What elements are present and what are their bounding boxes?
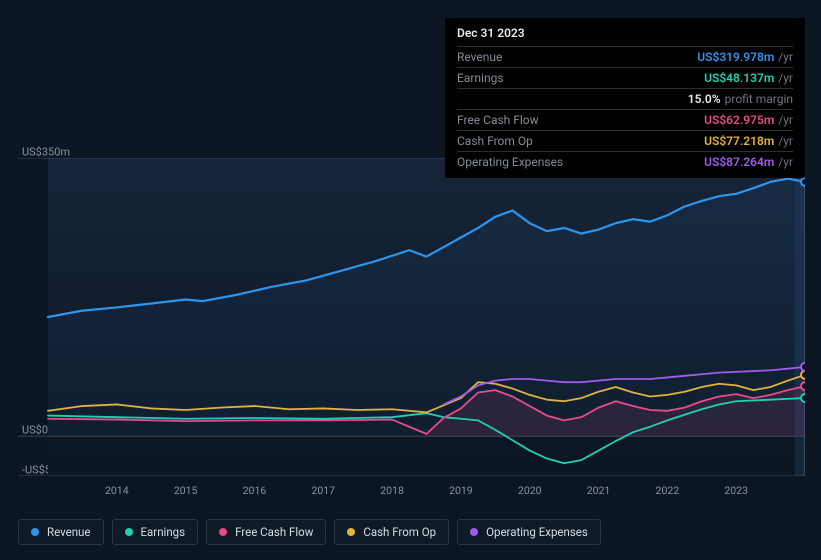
legend-swatch-icon	[125, 528, 133, 536]
tooltip-row: Revenue US$319.978m/yr	[457, 46, 793, 67]
x-axis-label: 2015	[174, 484, 198, 497]
x-axis-label: 2023	[724, 484, 748, 497]
chart-legend: Revenue Earnings Free Cash Flow Cash From O…	[18, 519, 601, 545]
legend-swatch-icon	[470, 528, 478, 536]
tooltip-row-label: Cash From Op	[457, 134, 533, 148]
x-axis-label: 2016	[243, 484, 267, 497]
x-axis-label: 2022	[656, 484, 680, 497]
legend-label: Earnings	[141, 525, 186, 539]
x-axis-label: 2019	[449, 484, 473, 497]
tooltip-row: 15.0%profit margin	[457, 88, 793, 109]
legend-item-fcf[interactable]: Free Cash Flow	[206, 519, 326, 545]
tooltip-row-value: US$77.218m/yr	[704, 134, 793, 148]
tooltip-row-label: Revenue	[457, 50, 502, 64]
tooltip-row-value: US$48.137m/yr	[704, 71, 793, 85]
legend-label: Operating Expenses	[486, 525, 588, 539]
legend-item-opex[interactable]: Operating Expenses	[457, 519, 601, 545]
legend-label: Free Cash Flow	[235, 525, 313, 539]
y-axis-label: US$350m	[22, 146, 70, 159]
x-axis: 2014 2015 2016 2017 2018 2019 2020 2021 2022 2023	[18, 484, 805, 498]
tooltip-date: Dec 31 2023	[457, 26, 793, 46]
tooltip-row-label: Earnings	[457, 71, 504, 85]
tooltip-row: Free Cash Flow US$62.975m/yr	[457, 109, 793, 130]
legend-swatch-icon	[347, 528, 355, 536]
legend-swatch-icon	[219, 528, 227, 536]
tooltip-row-value: 15.0%profit margin	[688, 92, 793, 106]
tooltip-row-value: US$87.264m/yr	[704, 155, 793, 169]
tooltip-row-value: US$62.975m/yr	[704, 113, 793, 127]
chart-tooltip: Dec 31 2023 Revenue US$319.978m/yr Earning…	[445, 18, 805, 178]
financials-chart[interactable]	[18, 158, 805, 476]
legend-item-cfo[interactable]: Cash From Op	[334, 519, 449, 545]
tooltip-row-label: Operating Expenses	[457, 155, 563, 169]
x-axis-label: 2018	[380, 484, 404, 497]
x-axis-label: 2020	[518, 484, 542, 497]
tooltip-row-value: US$319.978m/yr	[697, 50, 793, 64]
x-axis-label: 2014	[105, 484, 129, 497]
x-axis-label: 2021	[587, 484, 611, 497]
tooltip-row: Cash From Op US$77.218m/yr	[457, 130, 793, 151]
x-axis-label: 2017	[311, 484, 335, 497]
legend-item-earnings[interactable]: Earnings	[112, 519, 199, 545]
legend-item-revenue[interactable]: Revenue	[18, 519, 104, 545]
legend-label: Cash From Op	[363, 525, 436, 539]
tooltip-row-label: Free Cash Flow	[457, 113, 539, 127]
tooltip-row: Earnings US$48.137m/yr	[457, 67, 793, 88]
legend-label: Revenue	[47, 525, 91, 539]
legend-swatch-icon	[31, 528, 39, 536]
tooltip-row: Operating Expenses US$87.264m/yr	[457, 151, 793, 172]
